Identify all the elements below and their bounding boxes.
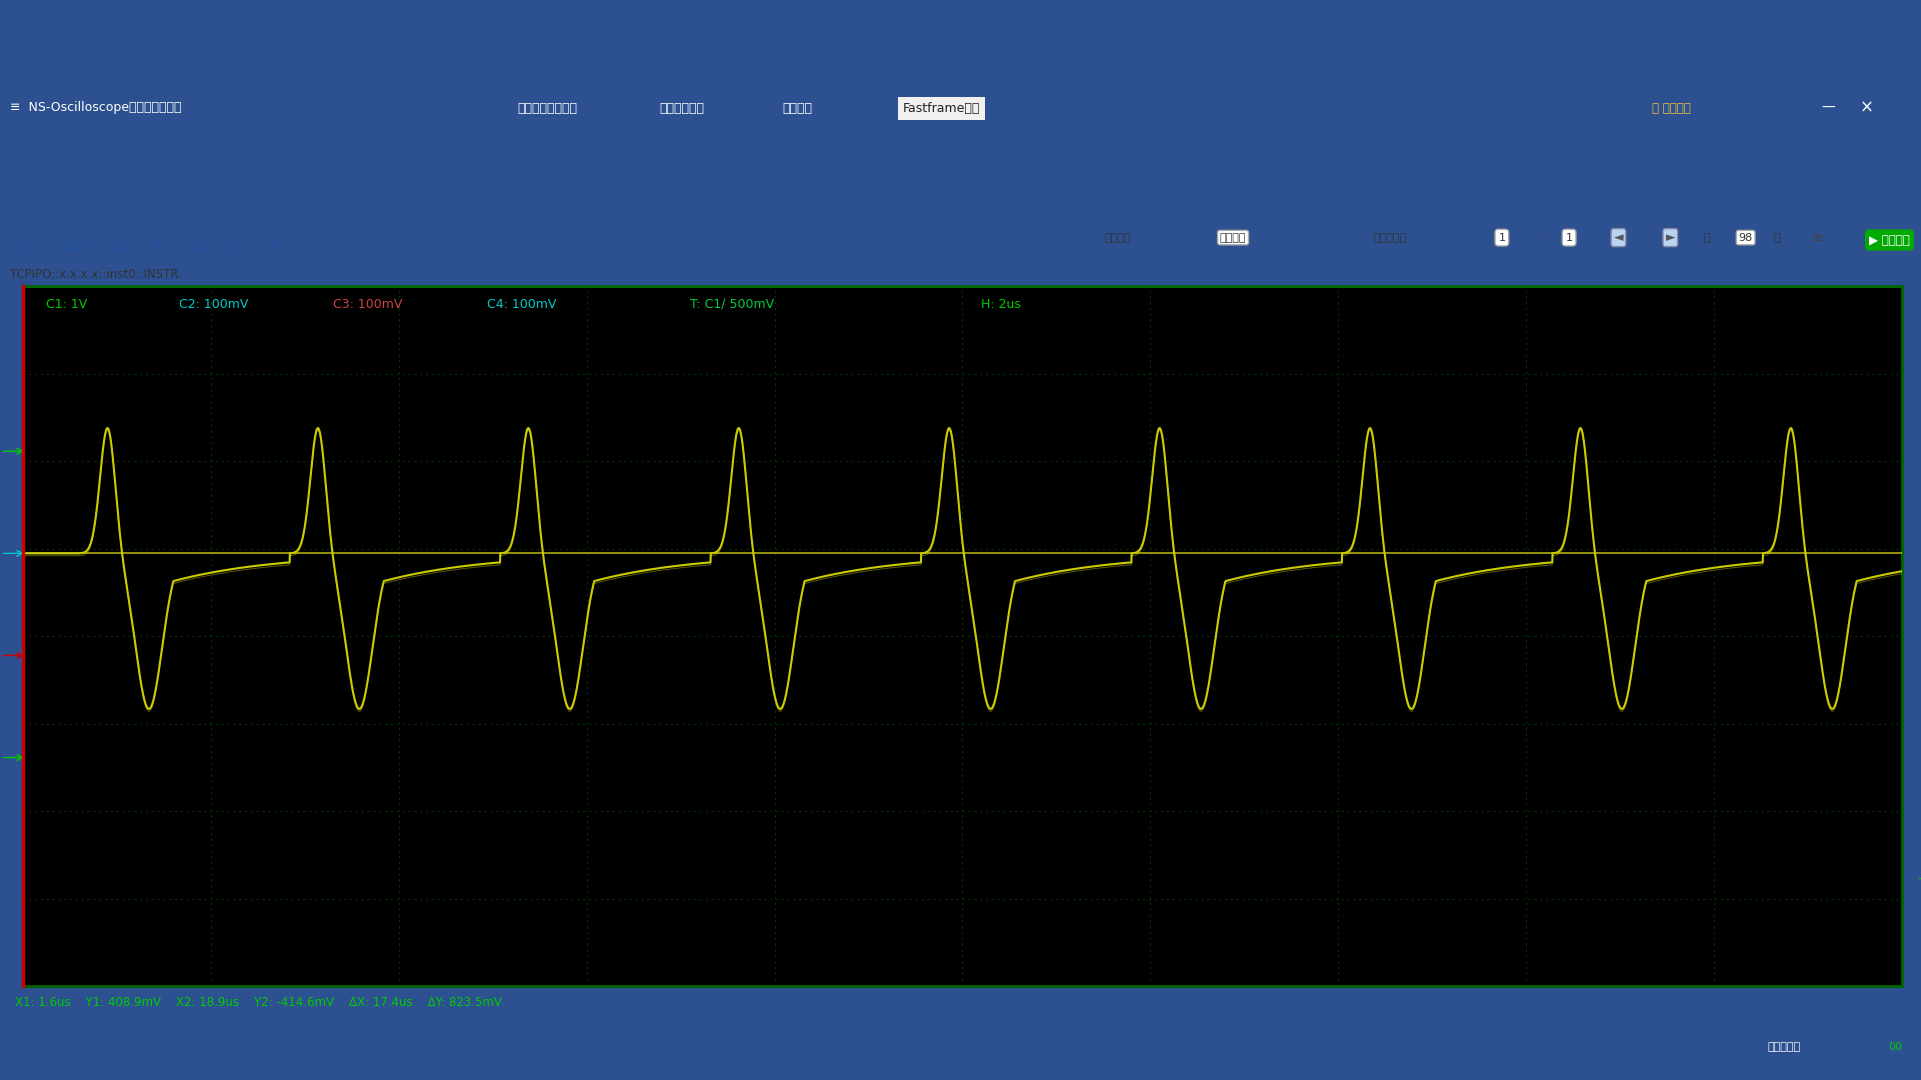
Text: 内存波形采集: 内存波形采集 — [659, 102, 705, 114]
Text: 电子发烧友: 电子发烧友 — [1767, 1042, 1800, 1053]
Text: C2: 100mV: C2: 100mV — [179, 298, 248, 311]
Text: 显示方式: 显示方式 — [1105, 232, 1131, 243]
Text: 1: 1 — [1566, 232, 1573, 243]
Text: 触发: 触发 — [192, 241, 204, 251]
Text: 👑 永久授权: 👑 永久授权 — [1652, 102, 1690, 114]
Text: 屏: 屏 — [1773, 232, 1779, 243]
Text: 存储设置: 存储设置 — [63, 241, 90, 251]
Text: 排列显示: 排列显示 — [1220, 232, 1247, 243]
Text: ≡  NS-Oscilloscope示波器程控软件: ≡ NS-Oscilloscope示波器程控软件 — [10, 102, 181, 114]
Text: H: 2us: H: 2us — [982, 298, 1022, 311]
Text: Fastframe辅助: Fastframe辅助 — [903, 102, 980, 114]
Text: 光标: 光标 — [231, 241, 242, 251]
Text: 间隔波形数: 间隔波形数 — [1374, 232, 1406, 243]
Text: 连接: 连接 — [21, 241, 33, 251]
Text: 98: 98 — [1739, 232, 1752, 243]
Text: 时基: 时基 — [113, 241, 125, 251]
Text: T: C1∕ 500mV: T: C1∕ 500mV — [690, 298, 774, 311]
Text: TCPIPO::x.x.x.x::inst0::INSTR: TCPIPO::x.x.x.x::inst0::INSTR — [10, 269, 179, 282]
Text: -: - — [1537, 231, 1541, 244]
Text: 帮助: 帮助 — [269, 241, 280, 251]
Text: 00: 00 — [1888, 1042, 1902, 1053]
Text: 测量采集: 测量采集 — [782, 102, 813, 114]
Text: ◄: ◄ — [1614, 231, 1623, 244]
Text: 通道: 通道 — [154, 241, 165, 251]
Text: X1: 1.6us    Y1: 408.9mV    X2: 18.9us    Y2: -414.6mV    ΔX: 17.4us    ΔY: 823.: X1: 1.6us Y1: 408.9mV X2: 18.9us Y2: -41… — [15, 996, 501, 1009]
Text: C3: 100mV: C3: 100mV — [332, 298, 401, 311]
Text: →T: →T — [1917, 873, 1921, 886]
Text: ≡: ≡ — [1812, 231, 1823, 244]
Text: ►: ► — [1666, 231, 1675, 244]
Text: 共: 共 — [1704, 232, 1710, 243]
Text: ▶ 开始发发: ▶ 开始发发 — [1869, 233, 1909, 246]
Text: C4: 100mV: C4: 100mV — [488, 298, 557, 311]
Text: 1: 1 — [1498, 232, 1506, 243]
Text: C1: 1V: C1: 1V — [46, 298, 86, 311]
Text: —: — — [1821, 102, 1835, 114]
Text: ×: × — [1860, 99, 1873, 117]
Text: 屏幕波形测量采集: 屏幕波形测量采集 — [517, 102, 578, 114]
